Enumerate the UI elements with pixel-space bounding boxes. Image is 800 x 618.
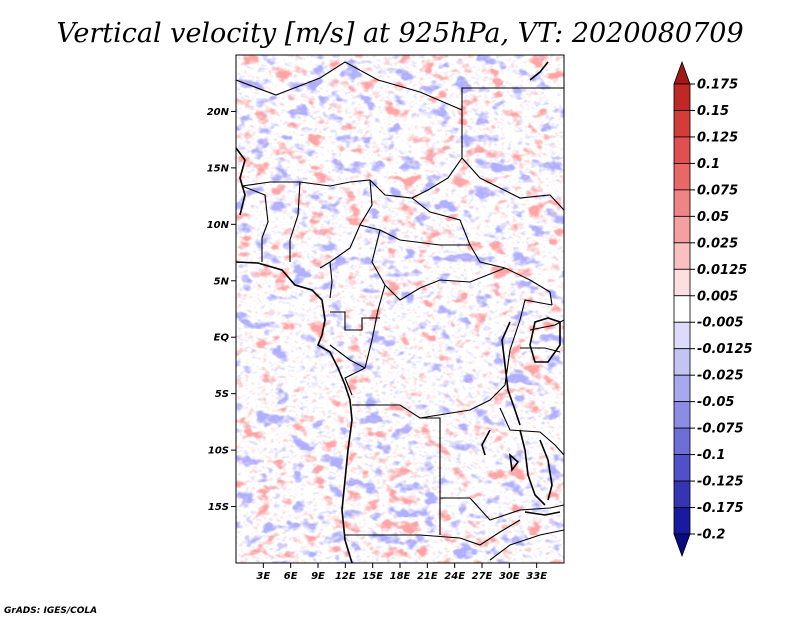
- lon-tick-label: 3E: [256, 571, 270, 582]
- map-plot: [236, 55, 564, 563]
- colorbar-label: 0.005: [697, 289, 738, 304]
- colorbar-segment: [673, 110, 691, 138]
- colorbar-segment: [673, 189, 691, 217]
- lon-tick-label: 6E: [284, 571, 298, 582]
- colorbar-label: 0.175: [697, 78, 738, 93]
- lon-tick-label: 33E: [526, 571, 547, 582]
- colorbar-segment: [673, 295, 691, 323]
- lat-tick-label: 10N: [207, 220, 230, 231]
- colorbar-segment: [673, 242, 691, 270]
- colorbar-segment: [673, 401, 691, 429]
- colorbar-segment: [673, 507, 691, 535]
- lat-tick-label: 15S: [208, 502, 229, 513]
- colorbar-label: 0.1: [697, 157, 720, 172]
- coastlines: [236, 61, 561, 563]
- lon-tick-label: 21E: [417, 571, 438, 582]
- colorbar-label: 0.075: [697, 183, 738, 198]
- country-borders: [236, 61, 564, 561]
- colorbar-bottom-triangle: [673, 533, 691, 558]
- chart-title: Vertical velocity [m/s] at 925hPa, VT: 2…: [56, 18, 743, 49]
- lat-tick-label: 5S: [215, 389, 229, 400]
- colorbar-segment: [673, 215, 691, 244]
- colorbar-label: -0.025: [697, 369, 744, 384]
- colorbar-segment: [673, 348, 691, 376]
- colorbar-label: 0.05: [697, 210, 729, 225]
- colorbar-label: -0.175: [697, 501, 744, 516]
- colorbar-top-triangle: [673, 60, 691, 85]
- colorbar-segment: [673, 321, 691, 350]
- lon-tick-label: 12E: [335, 571, 356, 582]
- colorbar-label: -0.075: [697, 422, 744, 437]
- colorbar-segment: [673, 374, 691, 403]
- colorbar-segment: [673, 454, 691, 482]
- lon-tick-label: 15E: [362, 571, 383, 582]
- colorbar-label: -0.125: [697, 475, 744, 490]
- velocity-field-fine: [236, 55, 564, 563]
- lat-tick-label: 5N: [214, 276, 230, 287]
- colorbar-segment: [673, 136, 691, 164]
- colorbar-label: -0.1: [697, 448, 725, 463]
- colorbar-label: 0.0125: [697, 263, 747, 278]
- latitude-axis: 20N 15N 10N 5N EQ 5S 10S 15S: [207, 107, 236, 513]
- colorbar-label: 0.125: [697, 130, 738, 145]
- colorbar-label: -0.0125: [697, 342, 753, 357]
- colorbar-label: -0.2: [697, 528, 725, 543]
- colorbar-segment: [673, 480, 691, 508]
- colorbar-label: 0.025: [697, 236, 738, 251]
- lon-tick-label: 24E: [444, 571, 465, 582]
- lon-tick-label: 30E: [499, 571, 520, 582]
- lat-tick-label: 15N: [207, 163, 230, 174]
- lon-tick-label: 18E: [390, 571, 411, 582]
- colorbar-segment: [673, 83, 691, 111]
- colorbar-segment: [673, 427, 691, 455]
- colorbar-segment: [673, 163, 691, 191]
- colorbar-segment: [673, 268, 691, 297]
- lat-tick-label: 10S: [208, 446, 229, 457]
- colorbar-label: -0.05: [697, 395, 734, 410]
- colorbar: 0.175 0.15 0.125 0.1 0.075 0.05 0.025 0.0125 0.0…: [673, 60, 753, 558]
- lat-tick-label: EQ: [214, 333, 230, 344]
- colorbar-label: -0.005: [697, 316, 744, 331]
- lon-tick-label: 27E: [472, 571, 493, 582]
- lon-tick-label: 9E: [311, 571, 325, 582]
- longitude-axis: 3E 6E 9E 12E 15E 18E 21E 24E 27E 30E 33E: [256, 563, 547, 582]
- grads-credit: GrADS: IGES/COLA: [4, 606, 97, 616]
- colorbar-label: 0.15: [697, 104, 729, 119]
- lat-tick-label: 20N: [207, 107, 230, 118]
